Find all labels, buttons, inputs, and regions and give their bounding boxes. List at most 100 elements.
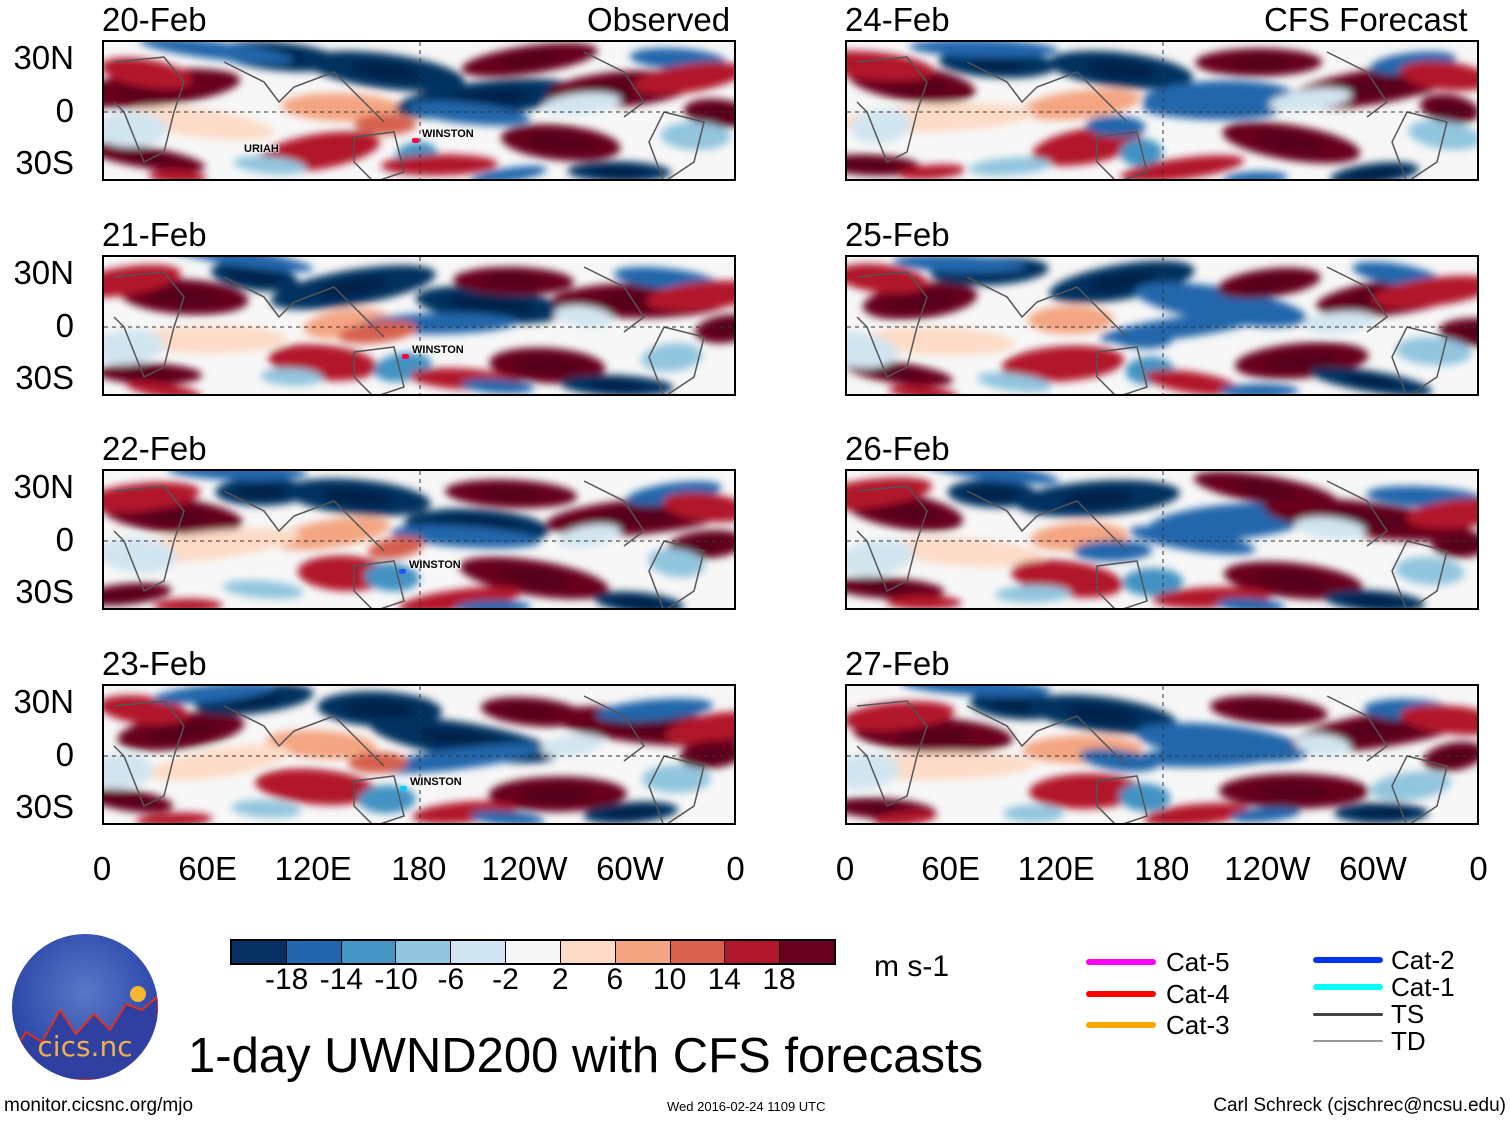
footer-url[interactable]: monitor.cicsnc.org/mjo (4, 1095, 194, 1116)
wind-anomaly-region (145, 721, 216, 742)
wind-anomaly-region (868, 500, 939, 522)
wind-anomaly-region (1216, 597, 1285, 608)
wind-anomaly-region (499, 567, 569, 589)
lat-label: 30N (13, 254, 74, 291)
wind-anomaly-region (499, 51, 561, 69)
wind-anomaly-region (1408, 120, 1477, 150)
lon-label: 60W (1339, 850, 1407, 887)
wind-anomaly-region (847, 159, 898, 171)
wind-anomaly-region (104, 482, 201, 513)
coastlines (856, 480, 1448, 608)
wind-anomaly-region (135, 812, 213, 823)
wind-anomaly-region (847, 701, 955, 731)
storm-track (412, 138, 419, 143)
storm-track (399, 569, 406, 574)
wind-anomaly-region (1234, 481, 1296, 499)
coastlines (113, 695, 705, 823)
map-panel-21-Feb: WINSTON (102, 255, 736, 396)
wind-anomaly-region (377, 743, 543, 774)
lat-label: 0 (55, 736, 74, 773)
storm-label: WINSTON (412, 344, 464, 356)
wind-anomaly-region (847, 539, 914, 577)
wind-anomaly-region (1087, 271, 1157, 293)
lat-label: 30S (15, 788, 74, 825)
wind-anomaly-region (1079, 748, 1158, 772)
wind-anomaly-region (446, 295, 535, 315)
wind-anomaly-region (850, 108, 911, 144)
lon-label: 180 (1134, 850, 1190, 887)
colorbar-swatch (725, 941, 781, 963)
wind-anomaly-region (540, 733, 604, 757)
colorbar-swatch (232, 941, 287, 963)
lat-label: 30N (13, 39, 74, 76)
footer-timestamp: Wed 2016-02-24 1109 UTC (667, 1099, 826, 1114)
lat-label: 30S (15, 359, 74, 396)
wind-anomaly-region (1108, 327, 1173, 349)
wind-anomaly-region (129, 106, 275, 141)
wind-anomaly-region (1062, 489, 1134, 508)
wind-anomaly-region (1436, 748, 1472, 765)
wind-anomaly-region (1268, 88, 1352, 112)
wind-anomaly-region (909, 42, 1059, 58)
panel-date: 20-Feb (102, 1, 207, 38)
lat-label: 0 (55, 521, 74, 558)
wind-anomaly-region (701, 105, 734, 121)
lat-label: 0 (55, 92, 74, 129)
wind-anomaly-region (641, 343, 703, 372)
wind-anomaly-region (694, 747, 730, 762)
wind-anomaly-region (1395, 337, 1472, 366)
wind-anomaly-region (1348, 167, 1401, 179)
wind-anomaly-region (898, 164, 966, 179)
wind-anomaly-region (470, 810, 545, 823)
wind-anomaly-region (1348, 595, 1401, 607)
panel-date: 21-Feb (102, 216, 207, 253)
colorbar-label: -18 (265, 963, 309, 996)
wind-anomaly-region (857, 803, 911, 815)
colorbar-label: -6 (437, 963, 465, 996)
wind-anomaly-region (1395, 556, 1465, 586)
wind-anomaly-region (969, 157, 1051, 176)
wind-anomaly-region (126, 381, 202, 394)
wind-anomaly-region (892, 257, 1026, 273)
wind-anomaly-region (228, 268, 281, 285)
wind-anomaly-region (1120, 155, 1245, 179)
wind-anomaly-region (662, 492, 734, 523)
map-panel-27-Feb (845, 684, 1479, 825)
wind-anomaly-region (641, 764, 711, 793)
lon-label: 180 (391, 850, 447, 887)
wind-anomaly-region (847, 331, 898, 368)
wind-anomaly-region (104, 57, 193, 90)
wind-anomaly-region (1294, 733, 1351, 756)
wind-anomaly-region (590, 380, 644, 392)
wind-anomaly-region (1118, 783, 1171, 812)
cicsnc-logo: cics.nc (12, 934, 158, 1080)
wind-anomaly-region (665, 711, 734, 744)
panel-date: 22-Feb (102, 430, 207, 467)
colorbar-swatch (670, 941, 726, 963)
colorbar-units: m s-1 (874, 950, 949, 983)
coastlines (856, 266, 1448, 394)
wind-anomaly-region (222, 580, 304, 599)
wind-anomaly-region (847, 477, 933, 510)
coastlines (856, 51, 1448, 179)
wind-anomaly-region (1085, 115, 1146, 137)
wind-anomaly-region (1073, 540, 1153, 562)
wind-anomaly-region (1144, 803, 1251, 823)
wind-anomaly-region (482, 273, 545, 289)
wind-anomaly-region (1344, 374, 1398, 389)
wind-anomaly-region (888, 385, 959, 394)
panel-date: 26-Feb (845, 430, 950, 467)
wind-anomaly-region (886, 595, 962, 608)
wind-anomaly-region (502, 704, 564, 720)
wind-anomaly-region (104, 329, 165, 365)
map-panel-25-Feb (845, 255, 1479, 396)
wind-anomaly-region (149, 744, 290, 781)
wind-anomaly-region (1258, 570, 1329, 591)
storm-label: URIAH (244, 143, 279, 155)
wind-anomaly-region (995, 585, 1072, 603)
lon-label: 0 (1469, 850, 1488, 887)
wind-anomaly-region (1238, 702, 1300, 718)
legend-line-cat-2 (1313, 957, 1383, 963)
wind-anomaly-region (594, 507, 682, 527)
wind-anomaly-region (900, 686, 1052, 697)
